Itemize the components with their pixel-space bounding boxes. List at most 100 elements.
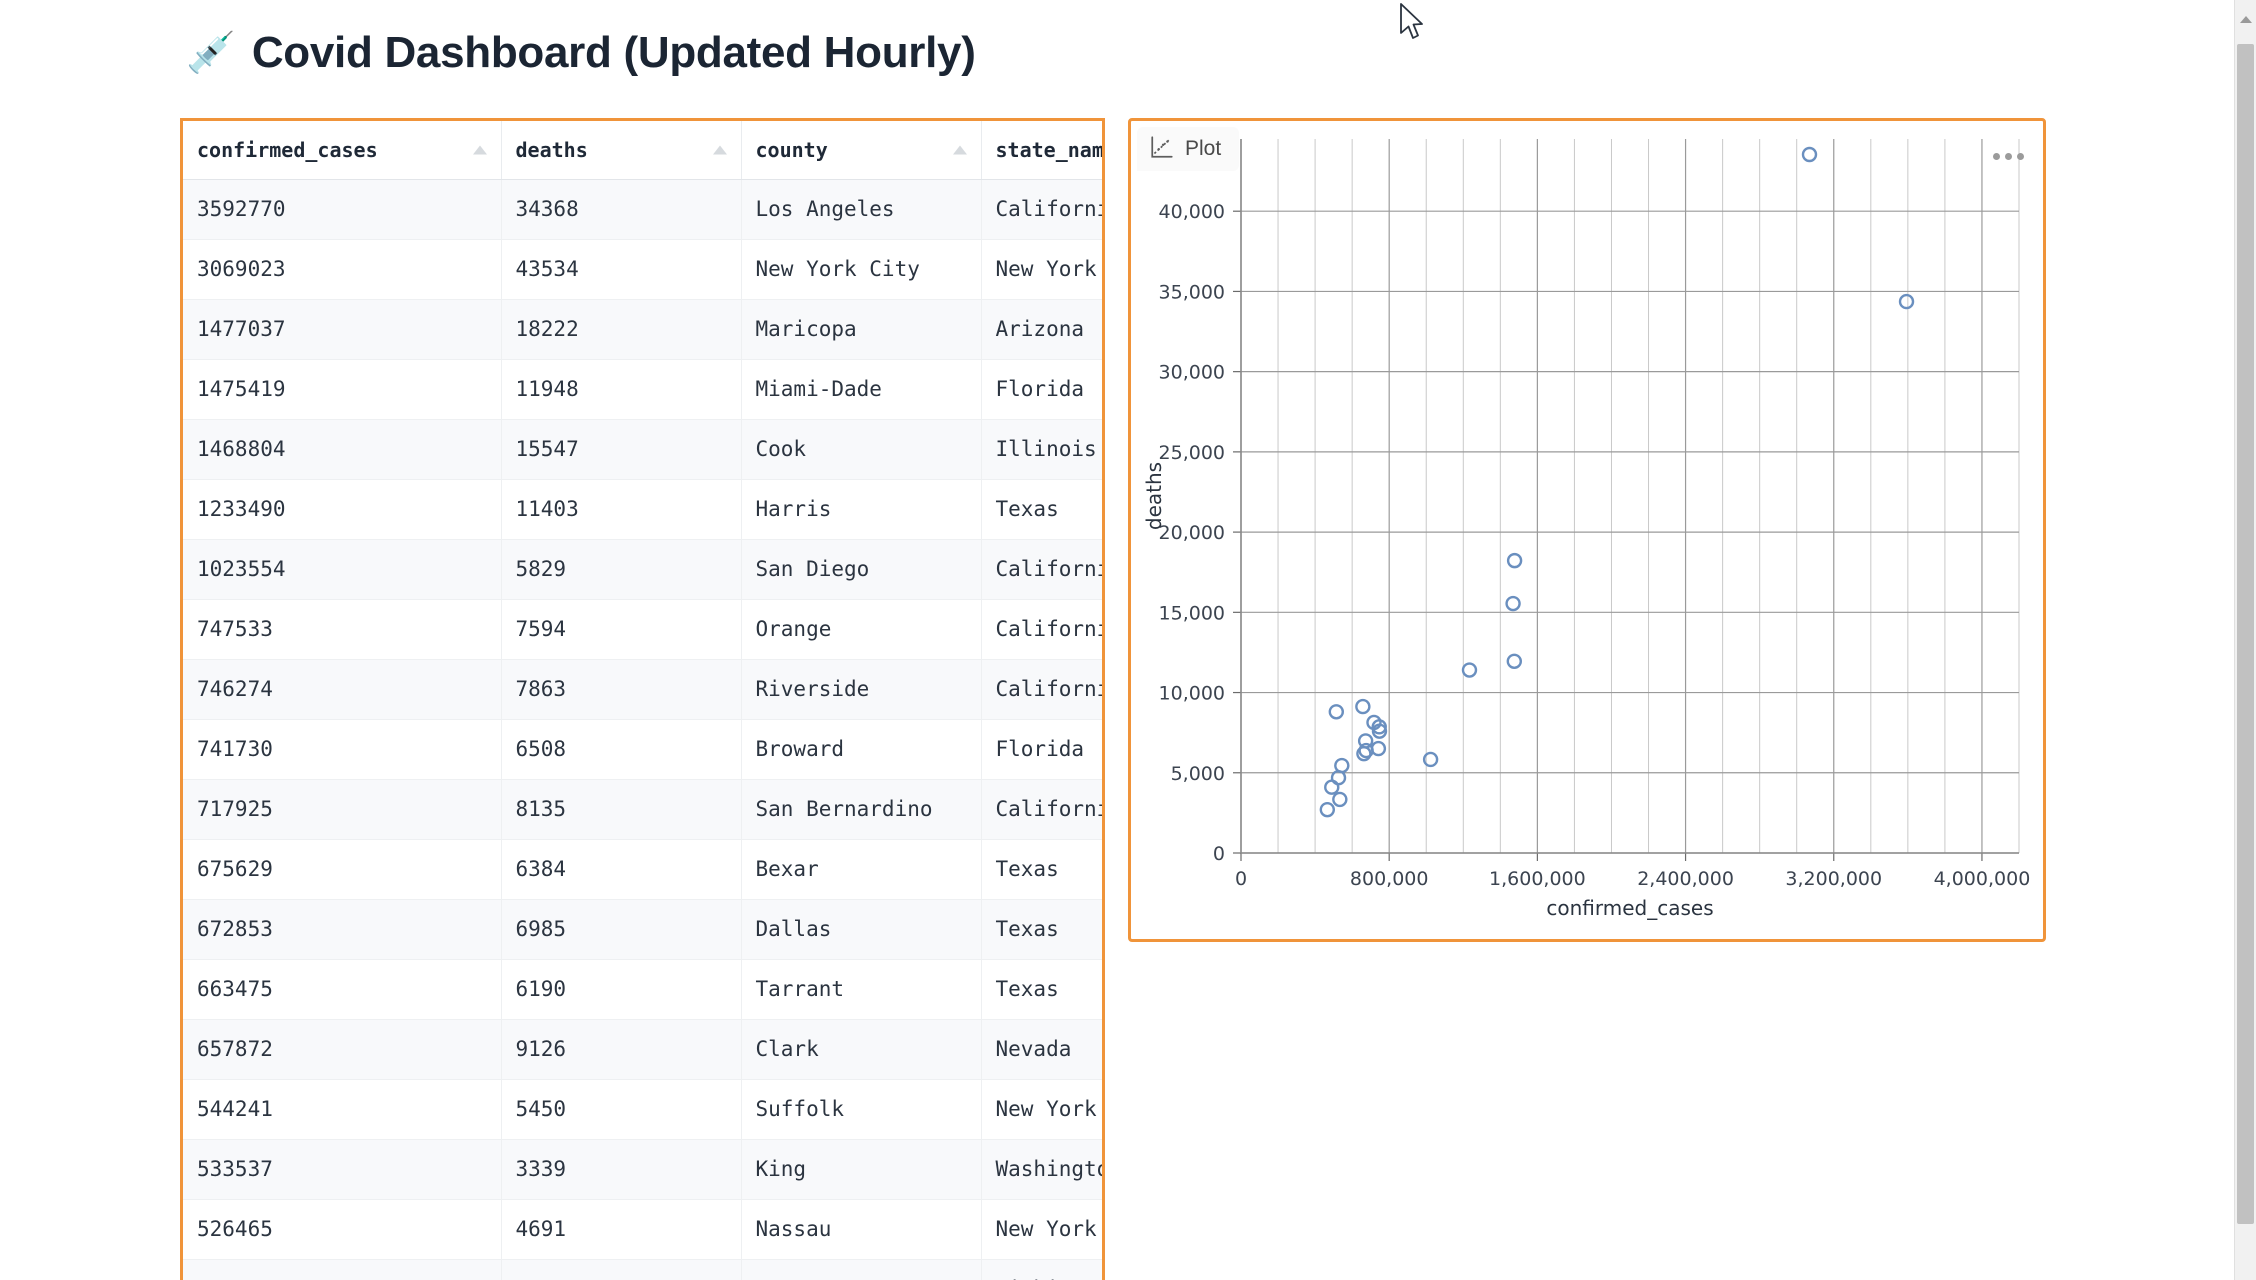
column-label-state-name: state_name <box>995 137 1105 162</box>
scrollbar-thumb[interactable] <box>2237 44 2254 1224</box>
table-row[interactable]: 544241 5450 Suffolk New York <box>183 1079 1102 1140</box>
cell-confirmed_cases: 1475419 <box>183 359 502 420</box>
scatter-point[interactable] <box>1801 146 1818 163</box>
cell-county: Broward <box>741 719 982 780</box>
scatter-point[interactable] <box>1366 714 1382 731</box>
table-row[interactable]: 1477037 18222 Maricopa Arizona <box>183 299 1102 360</box>
cell-deaths: 15547 <box>501 419 742 480</box>
cell-deaths: 43534 <box>501 239 742 300</box>
page-title-text: Covid Dashboard (Updated Hourly) <box>251 28 976 77</box>
column-header-confirmed-cases[interactable]: confirmed_cases <box>183 121 502 180</box>
scatter-point[interactable] <box>1319 801 1336 818</box>
cell-confirmed_cases: 514513 <box>183 1259 502 1280</box>
x-tick-label: 0 <box>1235 868 1247 890</box>
scatter-point[interactable] <box>1334 757 1350 774</box>
cell-deaths: 4691 <box>501 1199 742 1260</box>
table-row[interactable]: 5335373339KingWashington <box>183 1139 1102 1200</box>
cell-confirmed_cases: 1023554 <box>183 539 502 600</box>
table-row[interactable]: 7462747863RiversideCalifornia <box>183 659 1102 720</box>
cell-deaths: 5450 <box>501 1079 742 1140</box>
cell-county: Riverside <box>741 659 982 720</box>
scatter-point[interactable] <box>1422 751 1439 768</box>
cell-deaths: 6985 <box>501 899 742 960</box>
cell-deaths: 6190 <box>501 959 742 1020</box>
y-tick-label: 20,000 <box>1159 522 1225 544</box>
table-row[interactable]: 1468804 15547 Cook Illinois <box>183 419 1102 480</box>
x-tick-label: 4,000,000 <box>1934 868 2031 890</box>
table-row[interactable]: 526465 4691 Nassau New York <box>183 1199 1102 1260</box>
scatter-point[interactable] <box>1332 791 1348 808</box>
y-tick-label: 15,000 <box>1159 602 1225 624</box>
cell-state_name: Nevada <box>981 1019 1102 1080</box>
scroll-up-arrow-icon[interactable] <box>2235 8 2256 30</box>
cell-deaths: 11948 <box>501 359 742 420</box>
data-table-panel[interactable]: confirmed_cases deaths county state_name <box>180 118 1105 1280</box>
table-row[interactable]: 7475337594OrangeCalifornia <box>183 599 1102 660</box>
scatter-point[interactable] <box>1506 552 1523 569</box>
ellipsis-icon[interactable] <box>1985 133 2031 179</box>
sort-ascending-icon-confirmed-cases[interactable] <box>472 145 487 155</box>
column-header-state-name[interactable]: state_name <box>981 121 1105 180</box>
table-row[interactable]: 663475 6190 Tarrant Texas <box>183 959 1102 1020</box>
cell-confirmed_cases: 544241 <box>183 1079 502 1140</box>
cell-state_name: California <box>981 539 1102 600</box>
cell-state_name: Texas <box>981 479 1102 540</box>
cell-county: Los Angeles <box>741 179 982 240</box>
sort-ascending-icon-deaths[interactable] <box>712 145 727 155</box>
cell-state_name: New York <box>981 1199 1102 1260</box>
scatter-point[interactable] <box>1357 733 1374 749</box>
cell-deaths: 6508 <box>501 719 742 780</box>
cell-deaths: 6384 <box>501 839 742 900</box>
sort-ascending-icon-county[interactable] <box>952 145 967 155</box>
scatter-plot-svg[interactable]: 0 5,000 10,000 15,000 20,000 25,000 30,000 35,0… <box>1131 121 2043 939</box>
left-gutter <box>0 0 14 1280</box>
scatter-point[interactable] <box>1355 698 1371 715</box>
table-row[interactable]: 675629 6384 Bexar Texas <box>183 839 1102 900</box>
cell-confirmed_cases: 657872 <box>183 1019 502 1080</box>
ellipsis-dot <box>2004 152 2012 160</box>
cell-state_name: California <box>981 179 1102 240</box>
scatter-chart-icon <box>1149 134 1175 165</box>
x-tick-label: 1,600,000 <box>1489 868 1586 890</box>
scatter-point[interactable] <box>1506 653 1523 669</box>
table-row[interactable]: 741730 6508 Broward Florida <box>183 719 1102 780</box>
vertical-scrollbar[interactable] <box>2234 0 2256 1280</box>
x-tick-label: 3,200,000 <box>1785 868 1882 890</box>
scatter-point[interactable] <box>1324 779 1340 795</box>
cell-county: Orange <box>741 599 982 660</box>
column-label-county: county <box>755 137 828 162</box>
table-row[interactable]: 657872 9126 Clark Nevada <box>183 1019 1102 1080</box>
plot-panel[interactable]: Plot 0 5,000 10,000 15,000 20,000 25,000 30,00… <box>1128 118 2046 942</box>
scatter-point[interactable] <box>1461 662 1478 678</box>
scatter-point[interactable] <box>1370 740 1387 757</box>
column-header-deaths[interactable]: deaths <box>501 121 742 180</box>
scatter-point[interactable] <box>1356 745 1372 762</box>
tab-plot[interactable]: Plot <box>1137 127 1240 171</box>
table-row[interactable]: 3069023 43534 New York City New York <box>183 239 1102 300</box>
table-row[interactable]: 1475419 11948 Miami-Dade Florida <box>183 359 1102 420</box>
scatter-point[interactable] <box>1898 293 1915 310</box>
cell-state_name: Illinois <box>981 419 1102 480</box>
scatter-point[interactable] <box>1328 704 1345 720</box>
scatter-point[interactable] <box>1505 595 1521 612</box>
table-row[interactable]: 5145138802WayneMichigan <box>183 1259 1102 1280</box>
cell-confirmed_cases: 1233490 <box>183 479 502 540</box>
cell-state_name: Texas <box>981 899 1102 960</box>
scatter-point[interactable] <box>1358 742 1374 759</box>
cell-deaths: 3339 <box>501 1139 742 1200</box>
cell-confirmed_cases: 3592770 <box>183 179 502 240</box>
cell-state_name: New York <box>981 239 1102 300</box>
table-row[interactable]: 1233490 11403 Harris Texas <box>183 479 1102 540</box>
cell-county: New York City <box>741 239 982 300</box>
cell-county: Tarrant <box>741 959 982 1020</box>
column-header-county[interactable]: county <box>741 121 982 180</box>
cell-deaths: 7863 <box>501 659 742 720</box>
y-tick-label: 10,000 <box>1159 683 1225 705</box>
y-tick-label: 0 <box>1213 843 1225 865</box>
cell-county: Clark <box>741 1019 982 1080</box>
table-row[interactable]: 672853 6985 Dallas Texas <box>183 899 1102 960</box>
